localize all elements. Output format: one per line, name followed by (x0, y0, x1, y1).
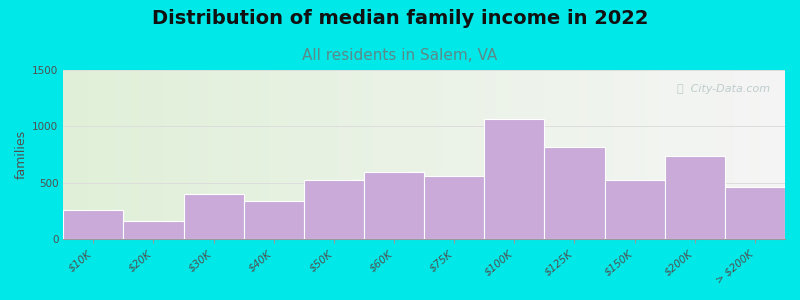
Bar (244, 201, 304, 239)
Bar (364, 172, 424, 239)
Bar (725, 187, 785, 239)
Bar (484, 119, 545, 239)
Bar (183, 194, 244, 239)
Bar (665, 156, 725, 239)
Text: All residents in Salem, VA: All residents in Salem, VA (302, 48, 498, 63)
Bar (605, 180, 665, 239)
Bar (545, 147, 605, 239)
Text: Distribution of median family income in 2022: Distribution of median family income in … (152, 9, 648, 28)
Bar (63, 210, 123, 239)
Text: ⓘ  City-Data.com: ⓘ City-Data.com (678, 83, 770, 94)
Bar (424, 176, 484, 239)
Bar (304, 180, 364, 239)
Y-axis label: families: families (15, 130, 28, 179)
Bar (123, 221, 183, 239)
